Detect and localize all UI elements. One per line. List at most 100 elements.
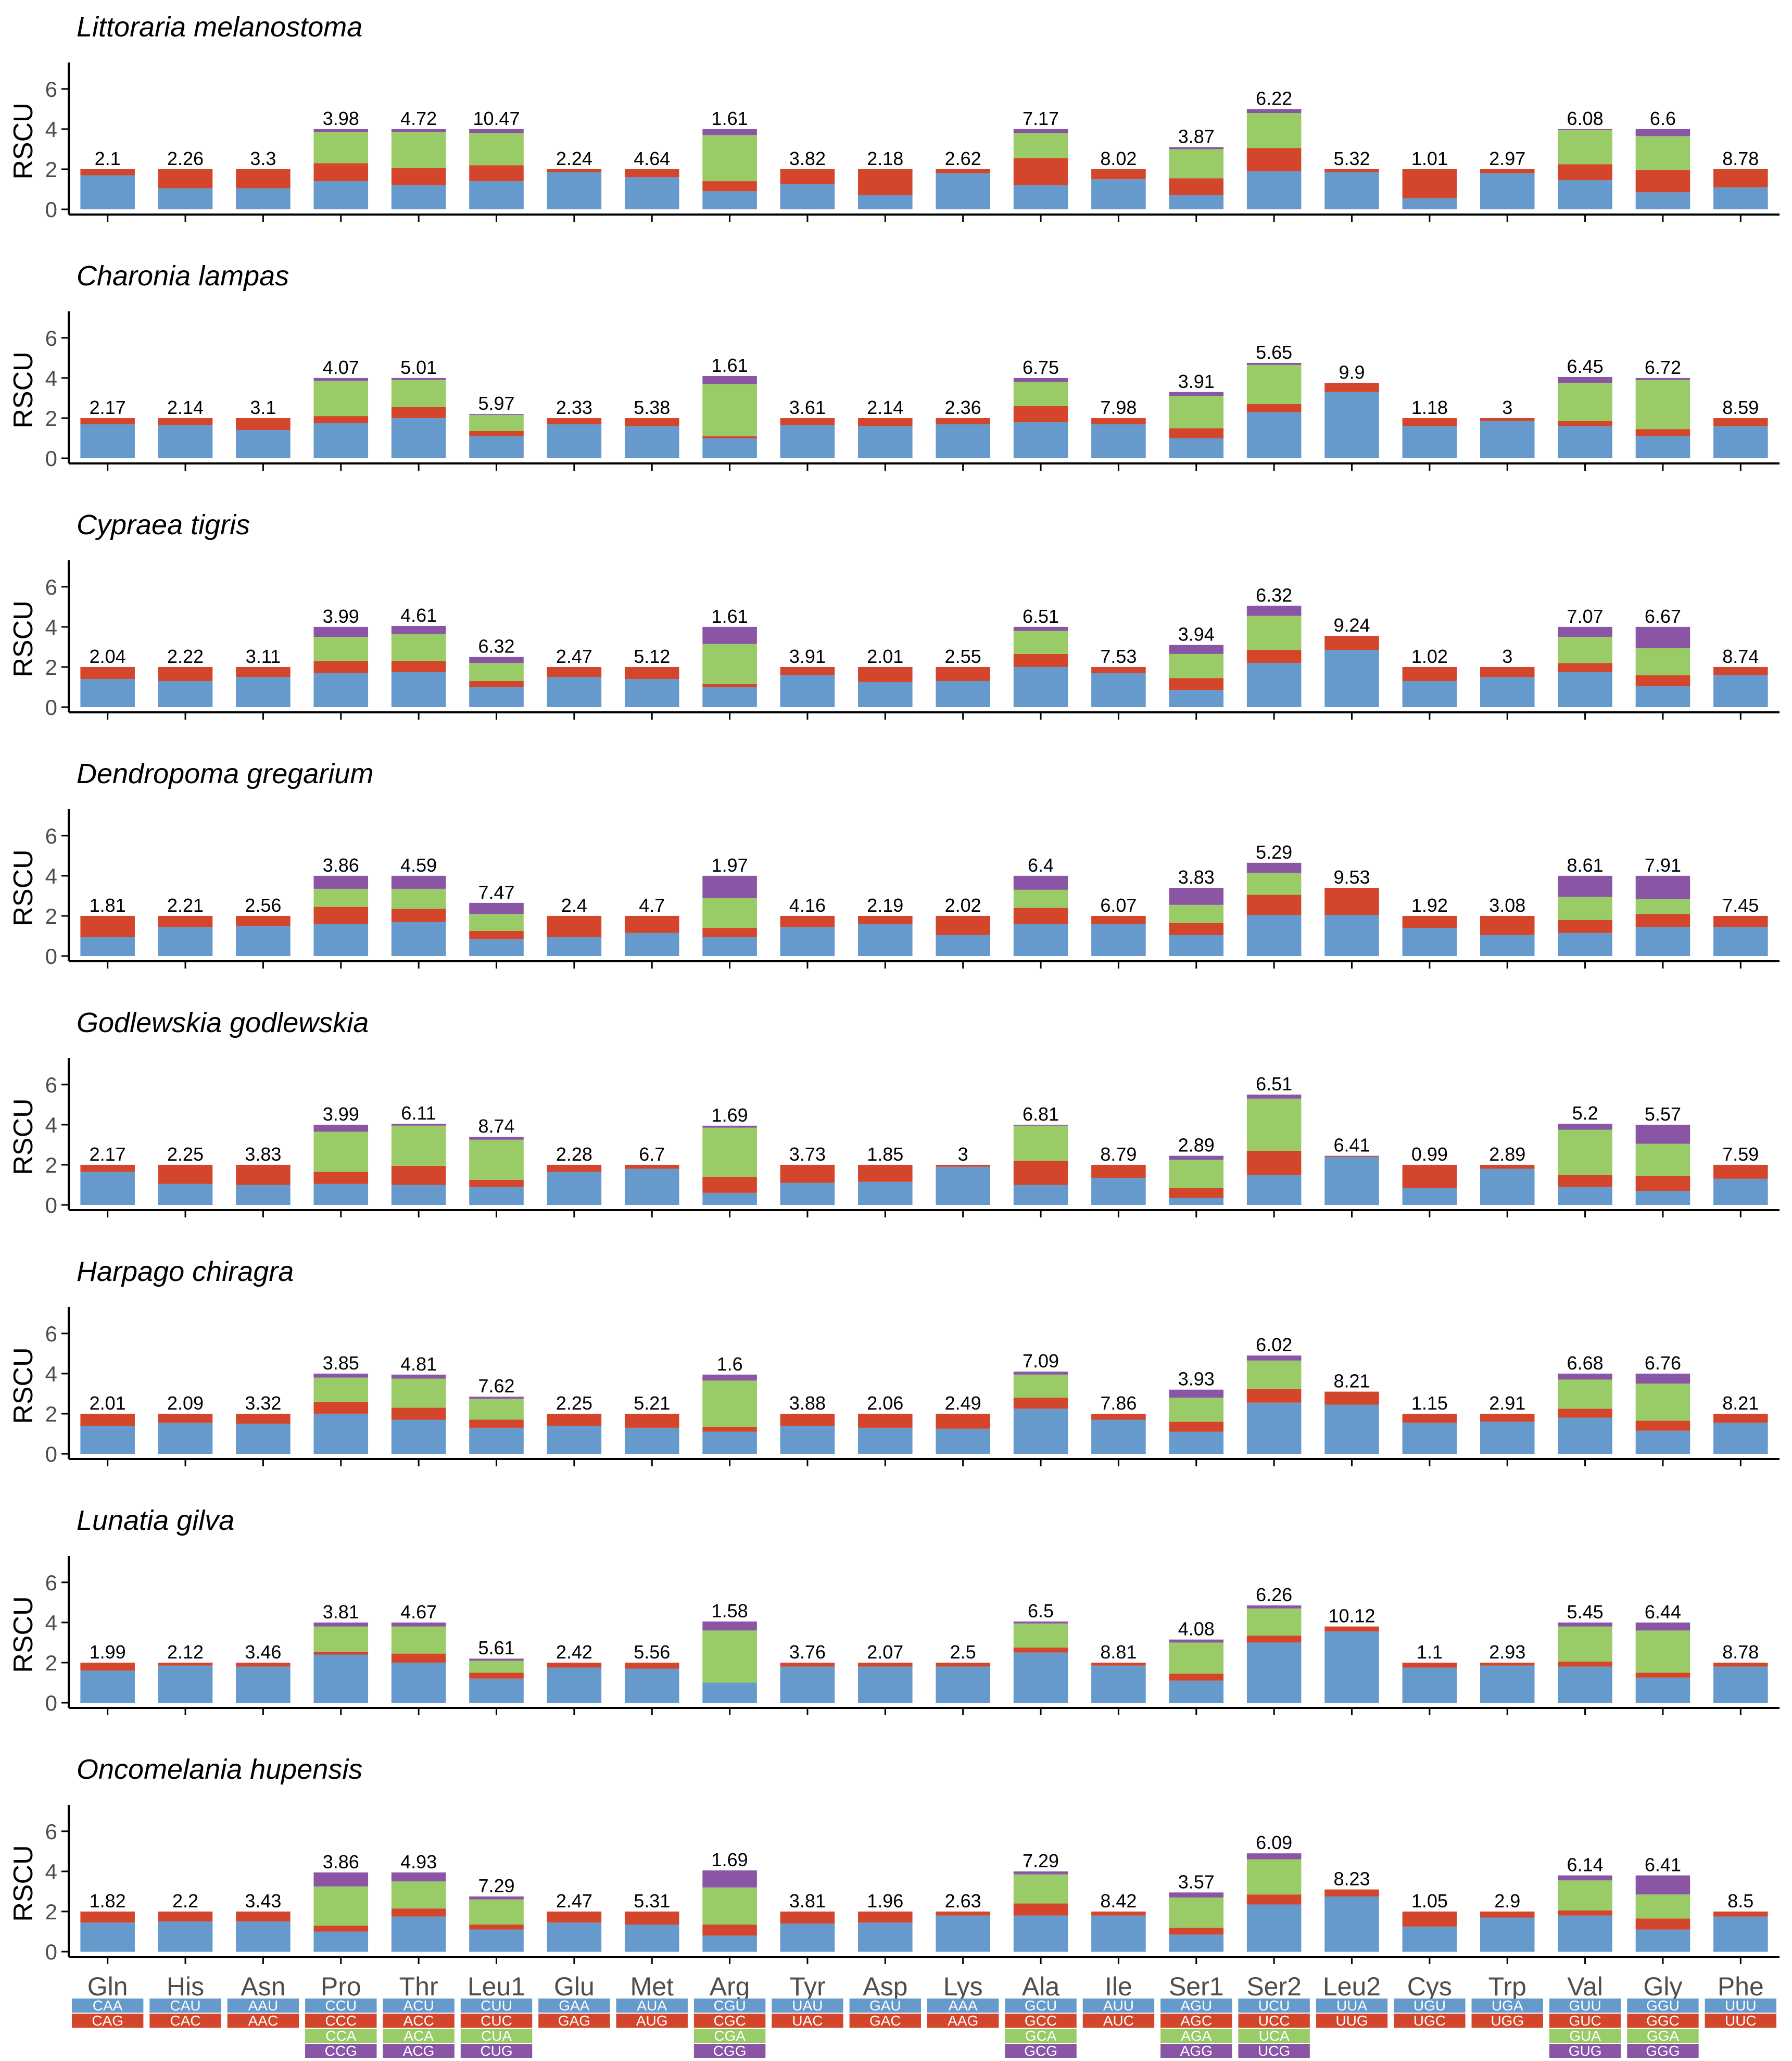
data-label: 3.57 — [1178, 1871, 1215, 1892]
data-label: 5.56 — [634, 1641, 670, 1663]
bar-segment-gly-codon2 — [1635, 675, 1690, 686]
data-label: 3.81 — [789, 1890, 826, 1912]
bar-segment-ala-codon2 — [1013, 1648, 1068, 1653]
bar-segment-asn-codon2 — [236, 1413, 291, 1424]
data-label: 8.21 — [1333, 1371, 1370, 1392]
bar-segment-ser2-codon3 — [1246, 615, 1302, 650]
codon-box-gca — [1005, 2029, 1077, 2043]
codon-label: UUC — [1725, 2013, 1757, 2029]
bar-segment-ile-codon2 — [1091, 169, 1146, 180]
bar-segment-asn-codon2 — [236, 667, 291, 677]
y-tick-label: 6 — [45, 575, 57, 599]
data-label: 7.29 — [478, 1875, 514, 1896]
bar-segment-gln-codon2 — [80, 1164, 135, 1172]
bar-segment-gly-codon3 — [1635, 136, 1690, 170]
bar-segment-glu-codon1 — [547, 677, 602, 707]
bar-segment-gly-codon3 — [1635, 1630, 1690, 1673]
data-label: 2.06 — [867, 1392, 903, 1414]
codon-box-ccg — [305, 2044, 377, 2058]
bar-segment-glu-codon1 — [547, 1922, 602, 1952]
codon-label: GGG — [1646, 2043, 1680, 2058]
bar-segment-pro-codon1 — [313, 1413, 369, 1454]
codon-label: CCA — [325, 2028, 356, 2044]
x-tick-label: Gln — [87, 1972, 128, 2001]
bar-segment-arg-codon3 — [702, 1630, 757, 1683]
data-label: 9.24 — [1333, 614, 1370, 636]
panel-title: Littoraria melanostoma — [77, 11, 362, 43]
codon-box-cag — [71, 2014, 144, 2028]
x-tick-label: Val — [1567, 1972, 1603, 2001]
data-label: 6.44 — [1645, 1601, 1681, 1623]
codon-label: AGU — [1180, 1997, 1212, 2014]
codon-label: AUA — [637, 1997, 667, 2014]
bar-segment-thr-codon4 — [391, 625, 446, 634]
bar-segment-lys-codon1 — [936, 1166, 990, 1205]
codon-label: CGC — [713, 2013, 746, 2029]
bar-segment-val-codon1 — [1558, 426, 1612, 458]
codon-label: AUU — [1103, 1997, 1134, 2014]
data-label: 4.7 — [639, 895, 665, 916]
bar-segment-leu1-codon2 — [469, 431, 524, 436]
bar-segment-ser2-codon2 — [1246, 1150, 1302, 1175]
y-tick-label: 0 — [45, 944, 57, 969]
bar-segment-leu1-codon4 — [469, 1658, 524, 1661]
bar-segment-met-codon2 — [624, 1662, 679, 1669]
bar-segment-ser1-codon2 — [1169, 1188, 1224, 1198]
bar-segment-leu1-codon2 — [469, 1924, 524, 1930]
data-label: 3.93 — [1178, 1368, 1215, 1390]
y-axis-label: RSCU — [8, 1347, 39, 1424]
bar-segment-ser2-codon3 — [1246, 113, 1302, 148]
data-label: 7.47 — [478, 882, 514, 903]
data-label: 6.09 — [1256, 1832, 1292, 1853]
data-label: 8.42 — [1100, 1890, 1137, 1912]
data-label: 5.29 — [1256, 841, 1292, 863]
codon-box-cug — [460, 2044, 533, 2058]
bar-segment-asp-codon2 — [858, 667, 913, 682]
data-label: 3.73 — [789, 1143, 826, 1165]
x-tick-label: Asp — [863, 1972, 907, 2001]
data-label: 3.32 — [245, 1392, 281, 1414]
bar-segment-gly-codon4 — [1635, 626, 1690, 648]
codon-box-aug — [616, 2014, 688, 2028]
bar-segment-asp-codon1 — [858, 682, 913, 707]
y-axis-label: RSCU — [8, 351, 39, 428]
bar-segment-val-codon3 — [1558, 1626, 1612, 1662]
data-label: 4.16 — [789, 895, 826, 916]
bar-segment-his-codon2 — [158, 1413, 213, 1423]
bar-segment-pro-codon2 — [313, 1925, 369, 1932]
codon-box-ugc — [1394, 2014, 1466, 2028]
codon-box-gug — [1549, 2044, 1621, 2058]
codon-label: CAA — [93, 1997, 123, 2014]
bar-segment-thr-codon2 — [391, 661, 446, 672]
bar-segment-cys-codon1 — [1402, 1188, 1457, 1205]
bar-segment-ser2-codon1 — [1246, 1904, 1302, 1952]
bar-segment-tyr-codon1 — [780, 425, 835, 458]
bar-segment-thr-codon3 — [391, 888, 446, 909]
bar-segment-ile-codon1 — [1091, 179, 1146, 209]
bar-segment-asp-codon2 — [858, 1164, 913, 1182]
data-label: 7.59 — [1722, 1143, 1759, 1165]
codon-label: GAU — [869, 1997, 901, 2014]
bar-segment-ser1-codon4 — [1169, 1155, 1224, 1160]
bar-segment-gly-codon1 — [1635, 927, 1690, 956]
bar-segment-ser2-codon1 — [1246, 412, 1302, 458]
codon-box-aag — [927, 2014, 999, 2028]
data-label: 5.31 — [634, 1890, 670, 1912]
data-label: 1.85 — [867, 1143, 903, 1165]
data-label: 5.2 — [1572, 1102, 1598, 1124]
data-label: 5.45 — [1567, 1601, 1604, 1623]
bar-segment-val-codon4 — [1558, 376, 1612, 383]
bar-segment-trp-codon1 — [1480, 173, 1535, 209]
bar-segment-lys-codon1 — [936, 1428, 990, 1454]
bar-segment-ser1-codon2 — [1169, 923, 1224, 935]
bar-segment-thr-codon3 — [391, 634, 446, 661]
bar-segment-ile-codon1 — [1091, 424, 1146, 458]
codon-box-ccc — [305, 2014, 377, 2028]
bar-segment-pro-codon1 — [313, 423, 369, 458]
bar-segment-his-codon2 — [158, 418, 213, 425]
bar-segment-ser1-codon3 — [1169, 654, 1224, 678]
bar-segment-phe-codon2 — [1713, 169, 1768, 187]
y-tick-label: 0 — [45, 1193, 57, 1217]
bar-segment-pro-codon3 — [313, 1886, 369, 1926]
